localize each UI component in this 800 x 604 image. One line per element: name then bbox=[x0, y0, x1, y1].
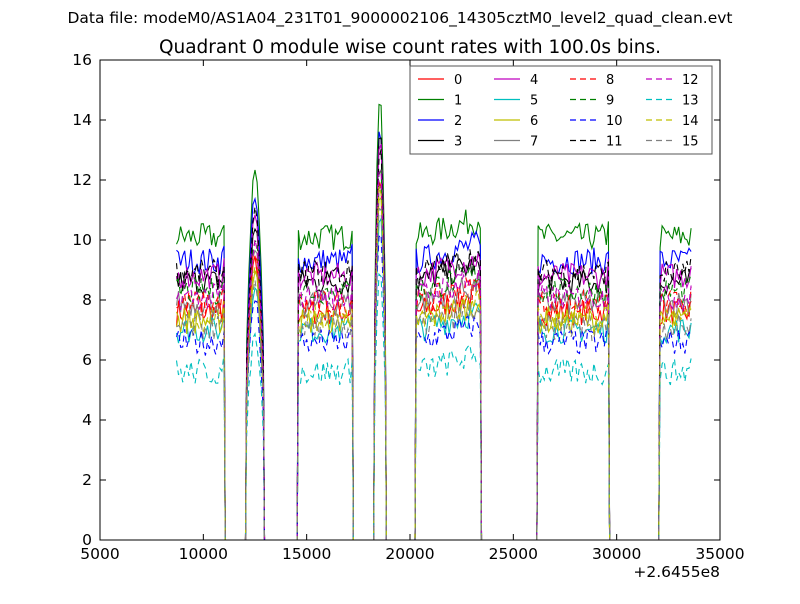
y-tick-label: 4 bbox=[82, 411, 92, 429]
x-tick-label: 30000 bbox=[592, 545, 641, 563]
legend-label-1: 1 bbox=[454, 94, 462, 109]
series-line-7 bbox=[175, 183, 692, 541]
series-line-15 bbox=[176, 207, 692, 541]
x-tick-label: 10000 bbox=[179, 545, 228, 563]
series-line-1 bbox=[175, 103, 692, 541]
series-line-14 bbox=[175, 186, 692, 541]
x-tick-label: 20000 bbox=[385, 545, 434, 563]
legend-label-9: 9 bbox=[606, 94, 614, 109]
plot-area bbox=[175, 103, 692, 541]
legend-label-12: 12 bbox=[682, 73, 699, 88]
legend-label-4: 4 bbox=[530, 73, 538, 88]
legend-label-8: 8 bbox=[606, 73, 614, 88]
chart-title: Quadrant 0 module wise count rates with … bbox=[159, 37, 661, 58]
series-line-13 bbox=[175, 272, 692, 541]
series-line-6 bbox=[175, 196, 692, 541]
legend-label-13: 13 bbox=[682, 94, 699, 109]
x-tick-label: 25000 bbox=[489, 545, 538, 563]
legend-label-15: 15 bbox=[682, 135, 699, 150]
legend-label-11: 11 bbox=[606, 135, 623, 150]
y-tick-label: 14 bbox=[72, 111, 92, 129]
data-file-label: Data file: modeM0/AS1A04_231T01_90000021… bbox=[67, 9, 732, 28]
series-line-3 bbox=[175, 137, 692, 541]
legend-label-2: 2 bbox=[454, 114, 462, 129]
legend-label-7: 7 bbox=[530, 135, 538, 150]
y-tick-label: 6 bbox=[82, 351, 92, 369]
y-tick-label: 0 bbox=[82, 531, 92, 549]
legend-label-0: 0 bbox=[454, 73, 462, 88]
series-line-11 bbox=[175, 149, 692, 541]
y-tick-label: 2 bbox=[82, 471, 92, 489]
series-line-12 bbox=[175, 168, 692, 541]
x-offset-label: +2.6455e8 bbox=[633, 563, 720, 581]
legend-label-5: 5 bbox=[530, 94, 538, 109]
series-line-9 bbox=[176, 168, 692, 541]
axes: 5000 10000 15000 20000 25000 30000 35000 0 2 4 6 8 1… bbox=[72, 51, 744, 563]
legend-box bbox=[409, 65, 713, 155]
x-tick-label: 5000 bbox=[80, 545, 119, 563]
legend-label-6: 6 bbox=[530, 114, 538, 129]
series-line-0 bbox=[175, 181, 692, 541]
series-line-10 bbox=[175, 233, 692, 541]
y-tick-label: 16 bbox=[72, 51, 92, 69]
y-tick-label: 8 bbox=[82, 291, 92, 309]
y-tick-label: 12 bbox=[72, 171, 92, 189]
legend-label-3: 3 bbox=[454, 135, 462, 150]
series-line-8 bbox=[176, 181, 692, 541]
x-tick-label: 35000 bbox=[695, 545, 744, 563]
x-tick-label: 15000 bbox=[282, 545, 331, 563]
legend-label-10: 10 bbox=[606, 114, 623, 129]
y-tick-label: 10 bbox=[72, 231, 92, 249]
legend-label-14: 14 bbox=[682, 114, 699, 129]
